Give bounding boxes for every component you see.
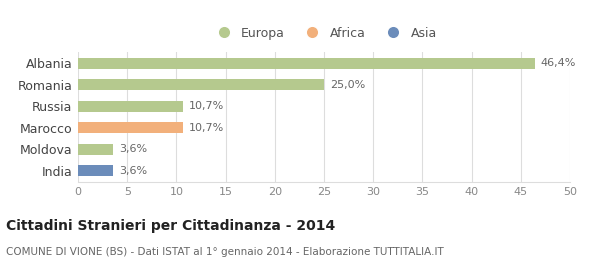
Text: 10,7%: 10,7% bbox=[189, 123, 224, 133]
Bar bbox=[78, 165, 113, 176]
Bar bbox=[78, 58, 535, 69]
Text: 46,4%: 46,4% bbox=[541, 58, 576, 68]
Text: 25,0%: 25,0% bbox=[330, 80, 365, 90]
Text: 10,7%: 10,7% bbox=[189, 101, 224, 111]
Bar bbox=[78, 122, 183, 133]
Text: COMUNE DI VIONE (BS) - Dati ISTAT al 1° gennaio 2014 - Elaborazione TUTTITALIA.I: COMUNE DI VIONE (BS) - Dati ISTAT al 1° … bbox=[6, 247, 444, 257]
Legend: Europa, Africa, Asia: Europa, Africa, Asia bbox=[206, 22, 442, 45]
Bar bbox=[78, 79, 324, 90]
Text: 3,6%: 3,6% bbox=[119, 166, 148, 176]
Text: Cittadini Stranieri per Cittadinanza - 2014: Cittadini Stranieri per Cittadinanza - 2… bbox=[6, 219, 335, 233]
Text: 3,6%: 3,6% bbox=[119, 144, 148, 154]
Bar bbox=[78, 144, 113, 155]
Bar bbox=[78, 101, 183, 112]
